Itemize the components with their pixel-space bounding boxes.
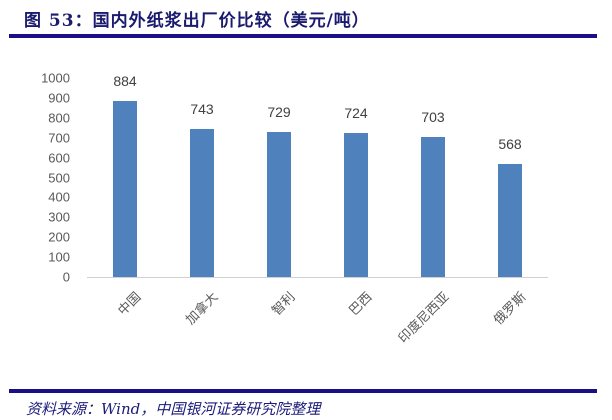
y-tick-label: 300 xyxy=(48,209,70,225)
y-tick-label: 600 xyxy=(48,150,70,166)
x-category-label: 俄罗斯 xyxy=(491,289,530,329)
y-tick-label: 400 xyxy=(48,189,70,205)
y-tick-label: 700 xyxy=(48,130,70,146)
bar xyxy=(344,132,368,277)
x-category-label: 智利 xyxy=(269,289,299,319)
y-tick-label: 900 xyxy=(48,90,70,106)
y-tick-label: 200 xyxy=(48,229,70,245)
y-tick-label: 500 xyxy=(48,170,70,185)
y-tick-label: 100 xyxy=(48,249,70,265)
data-label: 568 xyxy=(498,135,522,152)
y-tick-label: 1000 xyxy=(41,70,70,86)
y-tick-label: 0 xyxy=(62,269,70,285)
x-category-label: 巴西 xyxy=(346,289,376,319)
figure-title: 图 53：国内外纸浆出厂价比较（美元/吨） xyxy=(24,11,370,31)
bar xyxy=(190,129,214,277)
y-tick-label: 800 xyxy=(48,110,70,126)
data-label: 703 xyxy=(421,109,445,126)
source-note: 资料来源：Wind，中国银河证券研究院整理 xyxy=(26,400,321,418)
x-category-label: 中国 xyxy=(115,289,145,319)
bar xyxy=(421,137,445,277)
bar-chart: 0 100 200 300 400 500 600 700 800 900 1000 884 中国 74… xyxy=(41,70,548,347)
bar xyxy=(498,163,522,277)
bottom-divider xyxy=(9,389,597,393)
x-category-label: 印度尼西亚 xyxy=(395,289,453,347)
data-label: 884 xyxy=(113,73,137,90)
bar xyxy=(267,131,291,277)
bar xyxy=(113,101,137,277)
x-axis-line xyxy=(87,277,548,278)
data-label: 729 xyxy=(267,103,291,120)
data-label: 743 xyxy=(190,101,214,118)
data-label: 724 xyxy=(344,104,368,121)
top-divider xyxy=(9,34,597,38)
x-category-label: 加拿大 xyxy=(183,289,222,329)
